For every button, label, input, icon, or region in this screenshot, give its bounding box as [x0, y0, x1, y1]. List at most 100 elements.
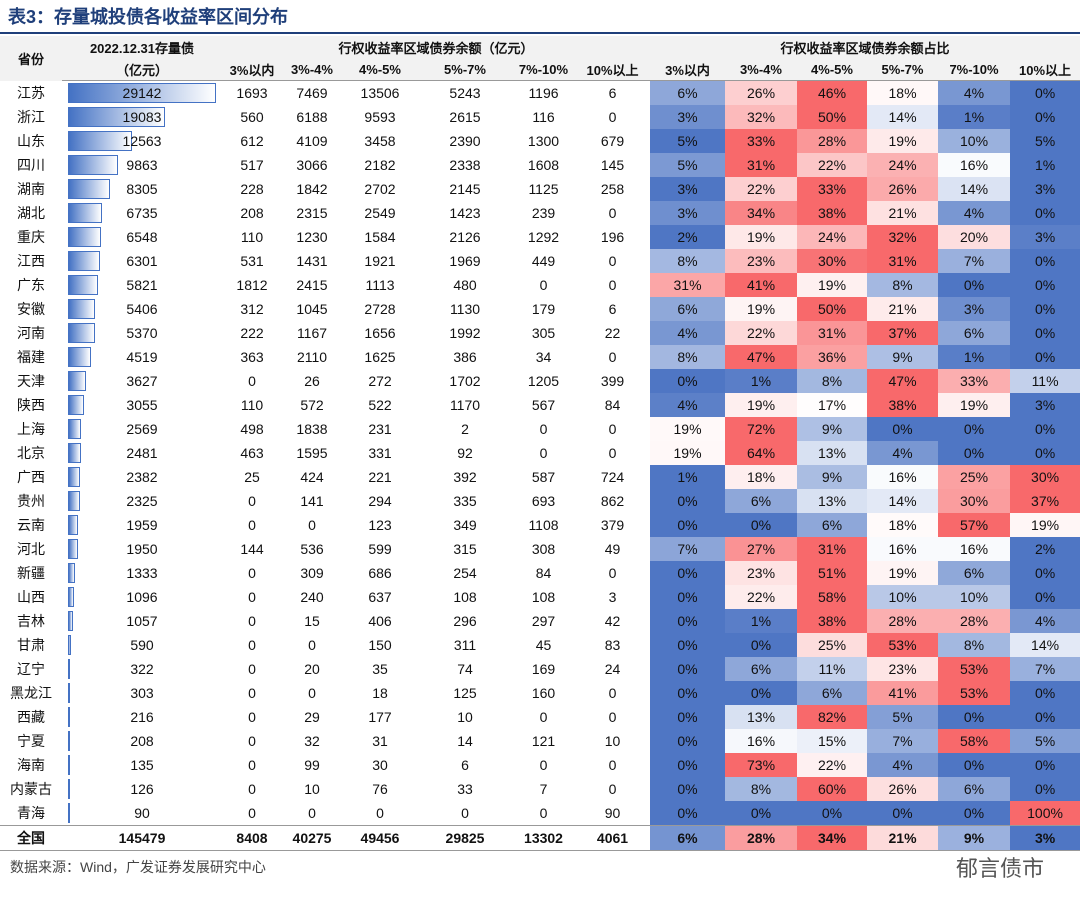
share-cell: 24%: [797, 225, 868, 249]
share-cell: 0%: [938, 441, 1011, 465]
amount-cell: 363: [240, 349, 264, 365]
share-cell: 57%: [938, 513, 1011, 537]
header-cell: 10%以上: [1010, 58, 1080, 81]
header-cell: 2022.12.31存量债: [62, 36, 222, 58]
amount-cell: 144: [240, 541, 264, 557]
share-cell: 14%: [867, 489, 939, 513]
data-bar: [68, 803, 70, 823]
amount-cell: 1702: [449, 373, 481, 389]
share-cell: 17%: [797, 393, 868, 417]
share-cell: 21%: [867, 825, 939, 851]
share-cell: 53%: [938, 681, 1011, 705]
cell-text: 5406: [126, 301, 158, 317]
amount-cell: 0: [308, 637, 316, 653]
amount-cell: 6: [461, 757, 469, 773]
cell-text: 19083: [122, 109, 162, 125]
share-cell: 0%: [650, 489, 726, 513]
province-cell: 全国: [0, 825, 62, 851]
stock-cell: 6735: [62, 201, 222, 225]
data-bar: [68, 659, 70, 679]
amount-cell: 686: [368, 565, 392, 581]
share-cell: 22%: [725, 321, 798, 345]
amount-cell: 0: [248, 637, 256, 653]
amount-cell: 599: [368, 541, 392, 557]
amount-cell: 49: [604, 541, 621, 557]
header-cell: 3%以内: [650, 58, 726, 81]
share-cell: 5%: [867, 705, 939, 729]
share-cell: 6%: [797, 513, 868, 537]
amount-cell: 637: [368, 589, 392, 605]
amount-cell: 25: [244, 469, 260, 485]
amount-cell: 309: [300, 565, 324, 581]
amount-cell: 108: [453, 589, 477, 605]
amount-cell: 0: [608, 685, 617, 701]
share-cell: 18%: [725, 465, 798, 489]
table-row: 内蒙古 126 0 10 76 33 7 0 0% 8% 60% 26% 6% 0%: [0, 777, 1080, 801]
data-bar: [68, 251, 100, 271]
share-cell: 10%: [867, 585, 939, 609]
cell-text: 9863: [126, 157, 158, 173]
share-cell: 0%: [650, 729, 726, 753]
table-row: 天津 3627 0 26 272 1702 1205 399 0% 1% 8% 47% 33% 11%: [0, 369, 1080, 393]
share-cell: 19%: [650, 441, 726, 465]
stock-cell: 5821: [62, 273, 222, 297]
amount-cell: 335: [453, 493, 477, 509]
share-cell: 8%: [725, 777, 798, 801]
share-cell: 1%: [1010, 153, 1080, 177]
data-bar: [68, 323, 96, 343]
province-cell: 广西: [17, 469, 45, 485]
share-cell: 6%: [938, 777, 1011, 801]
amount-cell: 1130: [449, 301, 481, 317]
share-cell: 22%: [725, 585, 798, 609]
amount-cell: 0: [248, 757, 256, 773]
table-row: 山东 12563 612 4109 3458 2390 1300 679 5% 33% 28% 19%…: [0, 129, 1080, 153]
amount-cell: 222: [240, 325, 264, 341]
amount-cell: 315: [453, 541, 477, 557]
table-body: 江苏 29142 1693 7469 13506 5243 1196 6 6% 26% 46% 18%…: [0, 80, 1080, 851]
share-cell: 31%: [725, 153, 798, 177]
amount-cell: 693: [531, 493, 556, 509]
share-cell: 18%: [867, 513, 939, 537]
share-cell: 0%: [938, 417, 1011, 441]
share-cell: 0%: [1010, 80, 1080, 105]
data-bar: [68, 563, 75, 583]
cell-text: 6735: [126, 205, 158, 221]
share-cell: 19%: [650, 417, 726, 441]
amount-cell: 2182: [364, 157, 396, 173]
share-cell: 37%: [867, 321, 939, 345]
share-cell: 58%: [797, 585, 868, 609]
share-cell: 18%: [867, 80, 939, 105]
amount-cell: 45: [535, 637, 552, 653]
share-cell: 7%: [1010, 657, 1080, 681]
share-cell: 0%: [650, 657, 726, 681]
share-cell: 32%: [867, 225, 939, 249]
amount-cell: 349: [453, 517, 477, 533]
share-cell: 37%: [1010, 489, 1080, 513]
share-cell: 13%: [797, 489, 868, 513]
share-cell: 6%: [650, 80, 726, 105]
amount-cell: 42: [604, 613, 621, 629]
amount-cell: 386: [453, 349, 477, 365]
amount-cell: 1595: [296, 445, 328, 461]
share-cell: 6%: [938, 561, 1011, 585]
amount-cell: 1656: [364, 325, 396, 341]
share-cell: 33%: [797, 177, 868, 201]
stock-cell: 2569: [62, 417, 222, 441]
province-cell: 天津: [17, 373, 45, 389]
table-row: 海南 135 0 99 30 6 0 0 0% 73% 22% 4% 0% 0%: [0, 753, 1080, 777]
amount-cell: 74: [457, 661, 473, 677]
province-cell: 福建: [17, 349, 45, 365]
share-cell: 21%: [867, 297, 939, 321]
data-bar: [68, 779, 70, 799]
amount-cell: 1205: [527, 373, 560, 389]
amount-cell: 2549: [364, 205, 396, 221]
header-cell: 3%-4%: [282, 58, 342, 81]
share-cell: 6%: [650, 297, 726, 321]
stock-cell: 2481: [62, 441, 222, 465]
amount-cell: 15: [304, 613, 320, 629]
province-cell: 海南: [17, 757, 45, 773]
data-bar: [68, 611, 74, 631]
share-cell: 0%: [650, 633, 726, 657]
share-cell: 0%: [1010, 417, 1080, 441]
amount-cell: 311: [453, 637, 477, 653]
